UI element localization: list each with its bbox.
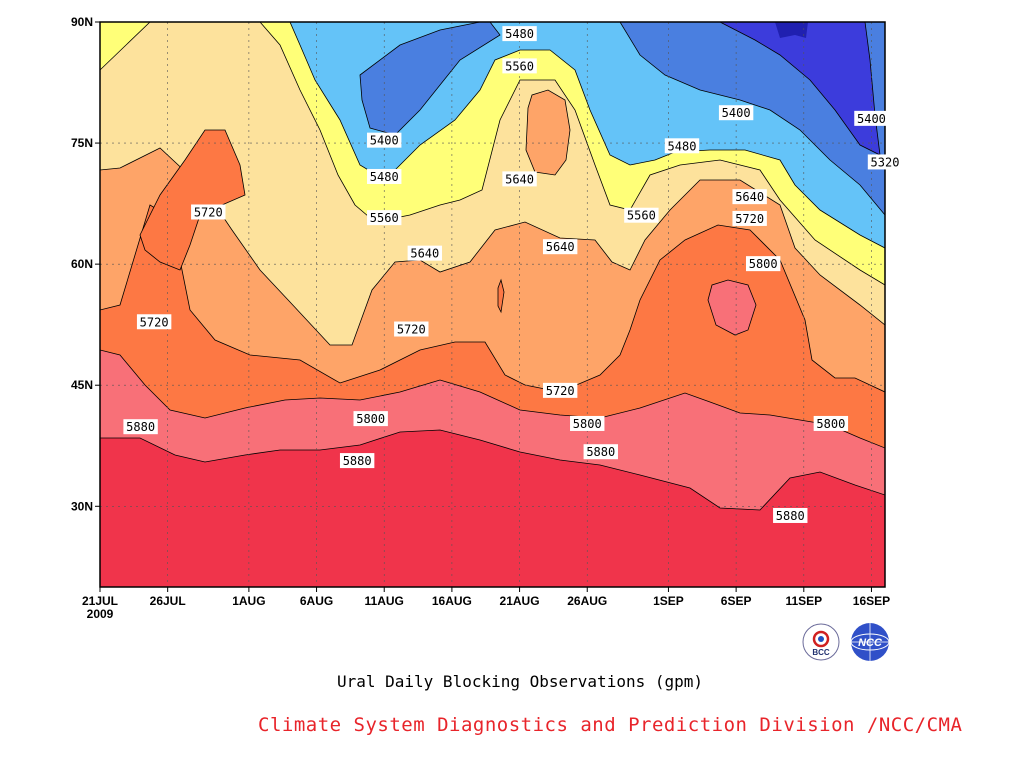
contour-label: 5640	[735, 190, 764, 204]
contour-label: 5800	[573, 417, 602, 431]
contour-label-bg	[367, 168, 402, 184]
logos: BCC NCC	[802, 623, 890, 661]
y-tick-label: 60N	[71, 257, 93, 271]
field-5400	[359, 22, 885, 216]
x-tick-label: 26AUG	[567, 594, 607, 608]
ncc-logo: NCC	[850, 623, 890, 661]
x-tick-label: 26JUL	[150, 594, 186, 608]
contour-label-bg	[542, 239, 578, 255]
contour-label: 5560	[627, 209, 656, 223]
island-5720-small	[497, 278, 505, 314]
contour-label: 5640	[410, 247, 439, 261]
x-tick-label: 16SEP	[853, 594, 890, 608]
contour-label-bg	[407, 245, 443, 261]
contour-label-bg	[854, 110, 889, 126]
island-5640-north	[525, 89, 571, 176]
contour-label-bg	[502, 171, 537, 187]
contour-label-bg	[718, 105, 754, 121]
contour-label: 5800	[356, 412, 385, 426]
contour-label-bg	[583, 444, 618, 460]
contour-label: 5720	[397, 323, 426, 337]
svg-text:NCC: NCC	[858, 637, 883, 649]
x-tick-year: 2009	[87, 607, 114, 621]
contour-label: 5800	[749, 257, 778, 271]
contour-labels: 5480 5560 5400 5480 5560 5640 5640 5640 5720 5720…	[123, 26, 903, 523]
island-5720-west	[139, 129, 246, 271]
contour-label-bg	[732, 210, 767, 226]
contour-label-bg	[570, 415, 605, 431]
contour-label: 5880	[776, 509, 805, 523]
contour-label: 5880	[126, 420, 155, 434]
chart-title: Ural Daily Blocking Observations (gpm)	[336, 672, 704, 691]
contour-label-bg	[367, 132, 402, 148]
contour-label: 5720	[194, 205, 223, 219]
contour-label: 5400	[722, 106, 751, 120]
field-low-core	[775, 22, 808, 38]
contour-label-bg	[502, 58, 537, 74]
contour-label-bg	[745, 256, 781, 272]
contour-label: 5640	[546, 240, 575, 254]
contour-label-bg	[867, 154, 903, 170]
x-tick-label: 1SEP	[653, 594, 684, 608]
x-tick-label: 16AUG	[432, 594, 472, 608]
x-tick-label: 21AUG	[500, 594, 540, 608]
contour-label-bg	[732, 189, 767, 205]
credit-line: Climate System Diagnostics and Predictio…	[258, 714, 963, 736]
contour-label: 5400	[857, 112, 886, 126]
svg-text:BCC: BCC	[812, 648, 830, 657]
x-tick-label: 6SEP	[721, 594, 752, 608]
contour-label: 5480	[505, 27, 534, 41]
contour-label-bg	[136, 314, 172, 330]
contour-label-bg	[813, 415, 849, 431]
contour-label: 5320	[871, 155, 900, 169]
field-5320	[719, 22, 881, 156]
contour-label: 5480	[370, 170, 399, 184]
contour-label: 5720	[546, 384, 575, 398]
plot-frame	[99, 21, 886, 588]
y-tick-label: 30N	[71, 499, 93, 513]
contour-label-bg	[624, 207, 659, 223]
x-tick-label: 6AUG	[300, 594, 333, 608]
contour-label-bg	[339, 453, 375, 469]
island-5880-sep	[707, 279, 757, 336]
contour-label-bg	[123, 419, 158, 435]
contour-label-bg	[502, 26, 537, 42]
x-tick-label: 11SEP	[785, 594, 822, 608]
contour-label: 5400	[370, 134, 399, 148]
bcc-logo: BCC	[802, 623, 840, 661]
contour-fields	[100, 22, 885, 587]
x-tick-label: 21JUL	[82, 594, 118, 608]
y-tick-label: 45N	[71, 378, 93, 392]
contour-label: 5480	[668, 139, 697, 153]
contour-label: 5880	[343, 454, 372, 468]
contour-label: 5800	[816, 417, 845, 431]
contour-label-bg	[773, 507, 808, 523]
contour-label: 5720	[735, 212, 764, 226]
contour-label: 5880	[586, 445, 615, 459]
contour-label-bg	[394, 321, 429, 337]
contour-label-bg	[367, 210, 402, 226]
contour-label: 5560	[505, 59, 534, 73]
x-tick-label: 11AUG	[365, 594, 404, 608]
contour-label-bg	[542, 382, 578, 398]
contour-label-bg	[191, 204, 226, 220]
contour-label-bg	[353, 411, 388, 427]
contour-label: 5640	[505, 172, 534, 186]
contour-label: 5720	[140, 315, 169, 329]
contour-label: 5560	[370, 211, 399, 225]
contour-label-bg	[664, 138, 700, 154]
x-tick-label: 1AUG	[232, 594, 265, 608]
y-tick-label: 90N	[71, 15, 93, 29]
y-tick-label: 75N	[71, 136, 93, 150]
